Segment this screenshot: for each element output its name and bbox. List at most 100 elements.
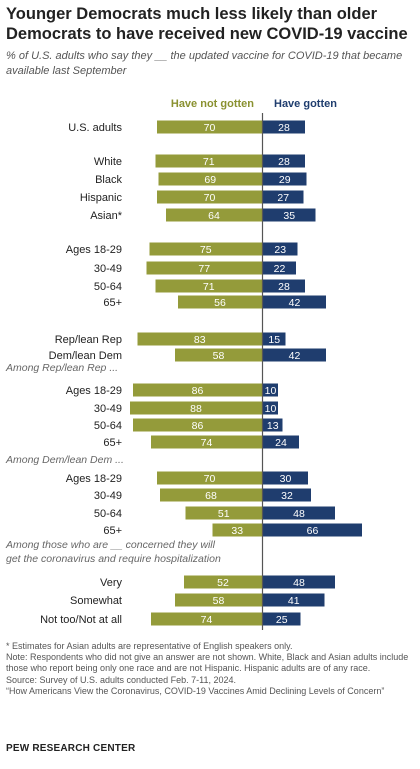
value-label-have-gotten: 66 [307, 525, 319, 537]
bar-have-not-gotten [178, 295, 262, 309]
value-label-have-not-gotten: 51 [218, 508, 230, 520]
value-label-have-not-gotten: 69 [204, 174, 216, 186]
value-label-have-not-gotten: 74 [201, 614, 213, 626]
value-label-have-gotten: 22 [274, 263, 286, 275]
bar-have-gotten [263, 523, 362, 537]
category-label: Dem/lean Dem [49, 350, 122, 362]
bar-have-not-gotten [158, 172, 262, 186]
bar-have-not-gotten [184, 575, 262, 589]
bar-have-gotten [263, 348, 326, 362]
bar-have-not-gotten [166, 208, 262, 222]
value-label-have-not-gotten: 70 [204, 122, 216, 134]
value-label-have-gotten: 42 [289, 350, 301, 362]
value-label-have-gotten: 28 [278, 122, 290, 134]
chart-notes: * Estimates for Asian adults are represe… [6, 641, 414, 697]
value-label-have-gotten: 42 [289, 297, 301, 309]
bar-have-not-gotten [155, 154, 262, 168]
category-label: Asian* [90, 210, 123, 222]
bar-have-not-gotten [157, 190, 262, 204]
bar-have-gotten [263, 279, 305, 293]
bar-have-not-gotten [146, 261, 262, 275]
value-label-have-not-gotten: 86 [192, 420, 204, 432]
category-label: Black [95, 174, 122, 186]
bar-have-gotten [263, 593, 325, 607]
diverging-bar-chart: Have not gotten Have gotten Among Rep/lean… [5, 98, 362, 630]
value-label-have-not-gotten: 74 [201, 437, 213, 449]
bar-have-gotten [263, 208, 316, 222]
category-label: Very [100, 577, 123, 589]
value-label-have-gotten: 10 [265, 385, 277, 397]
value-label-have-not-gotten: 56 [214, 297, 226, 309]
value-label-have-not-gotten: 33 [231, 525, 243, 537]
category-label: 50-64 [94, 281, 122, 293]
value-label-have-gotten: 41 [288, 595, 300, 607]
value-label-have-not-gotten: 64 [208, 210, 220, 222]
bar-have-not-gotten [149, 242, 262, 256]
note-text: Note: Respondents who did not give an an… [6, 652, 409, 674]
bar-have-gotten [263, 383, 278, 397]
bar-have-not-gotten [157, 120, 262, 134]
bar-have-not-gotten [212, 523, 262, 537]
value-label-have-not-gotten: 88 [190, 403, 202, 415]
chart-subtitle: % of U.S. adults who say they __ the upd… [6, 50, 403, 77]
category-label: 65+ [103, 297, 122, 309]
bar-have-gotten [263, 154, 305, 168]
value-label-have-gotten: 27 [277, 192, 289, 204]
bar-have-gotten [263, 488, 311, 502]
value-label-have-gotten: 29 [279, 174, 291, 186]
bar-have-not-gotten [130, 401, 262, 415]
bar-have-not-gotten [175, 593, 262, 607]
bar-have-not-gotten [185, 506, 262, 520]
category-label: 30-49 [94, 403, 122, 415]
value-label-have-not-gotten: 70 [204, 192, 216, 204]
value-label-have-not-gotten: 77 [198, 263, 210, 275]
category-label: U.S. adults [68, 122, 122, 134]
legend-have-not-gotten: Have not gotten [171, 98, 254, 110]
value-label-have-not-gotten: 75 [200, 244, 212, 256]
legend-have-gotten: Have gotten [274, 98, 337, 110]
bar-have-not-gotten [157, 471, 262, 485]
bar-have-gotten [263, 332, 286, 346]
bar-have-gotten [263, 261, 296, 275]
bar-have-not-gotten [151, 435, 262, 449]
asian-footnote: * Estimates for Asian adults are represe… [6, 641, 293, 651]
value-label-have-gotten: 25 [276, 614, 288, 626]
bar-have-gotten [263, 418, 283, 432]
category-label: Ages 18-29 [66, 473, 122, 485]
value-label-have-not-gotten: 58 [213, 595, 225, 607]
section-label-3: Among those who are __ concerned they wi… [5, 539, 221, 565]
value-label-have-gotten: 10 [265, 403, 277, 415]
bar-have-gotten [263, 172, 307, 186]
bar-have-gotten [263, 401, 278, 415]
bar-have-not-gotten [160, 488, 262, 502]
value-label-have-not-gotten: 52 [217, 577, 229, 589]
report-title: “How Americans View the Coronavirus, COV… [6, 685, 385, 696]
category-label: 50-64 [94, 508, 122, 520]
value-label-have-not-gotten: 68 [205, 490, 217, 502]
bar-have-gotten [263, 506, 335, 520]
value-label-have-not-gotten: 70 [204, 473, 216, 485]
category-label: 30-49 [94, 490, 122, 502]
category-label: 65+ [103, 525, 122, 537]
section-label-1: Among Rep/lean Rep ... [5, 362, 118, 374]
category-label: 65+ [103, 437, 122, 449]
category-label: Rep/lean Rep [55, 334, 122, 346]
bar-have-gotten [263, 612, 301, 626]
bar-have-gotten [263, 190, 304, 204]
value-label-have-gotten: 35 [283, 210, 295, 222]
category-label: Hispanic [80, 192, 123, 204]
bar-have-gotten [263, 471, 308, 485]
category-label: White [94, 156, 122, 168]
bar-have-gotten [263, 120, 305, 134]
bar-have-not-gotten [133, 418, 262, 432]
value-label-have-gotten: 13 [267, 420, 279, 432]
bar-have-not-gotten [155, 279, 262, 293]
value-label-have-gotten: 30 [280, 473, 292, 485]
value-label-have-gotten: 28 [278, 281, 290, 293]
value-label-have-not-gotten: 83 [194, 334, 206, 346]
value-label-have-not-gotten: 71 [203, 156, 215, 168]
bar-have-not-gotten [151, 612, 262, 626]
section-label-2: Among Dem/lean Dem ... [5, 454, 124, 466]
value-label-have-gotten: 48 [293, 577, 305, 589]
source-text: Source: Survey of U.S. adults conducted … [6, 674, 236, 685]
